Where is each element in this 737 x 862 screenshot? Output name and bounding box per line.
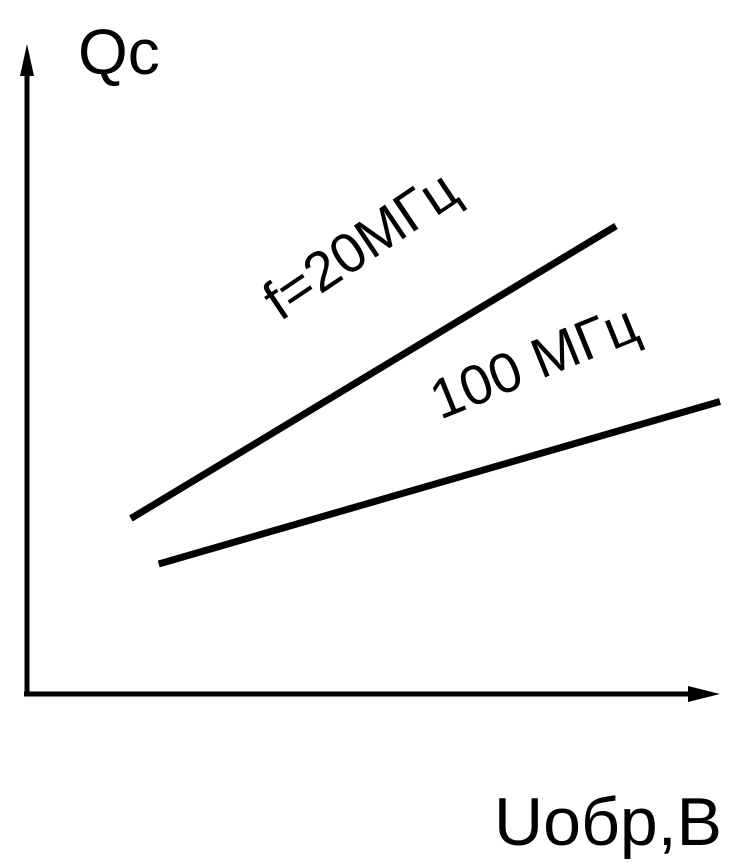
series-layer — [129, 223, 721, 568]
y-axis — [20, 44, 34, 694]
x-axis — [24, 686, 720, 702]
series-line-2 — [157, 398, 721, 568]
x-axis-arrow-icon — [688, 686, 720, 702]
y-axis-arrow-icon — [20, 44, 34, 76]
series-line-1 — [129, 223, 618, 522]
x-axis-label: Uобр,В — [494, 784, 722, 860]
series-label-2: 100 МГц — [421, 291, 647, 431]
series-label-1: f=20МГц — [251, 157, 468, 332]
y-axis-label: Qc — [78, 16, 160, 88]
